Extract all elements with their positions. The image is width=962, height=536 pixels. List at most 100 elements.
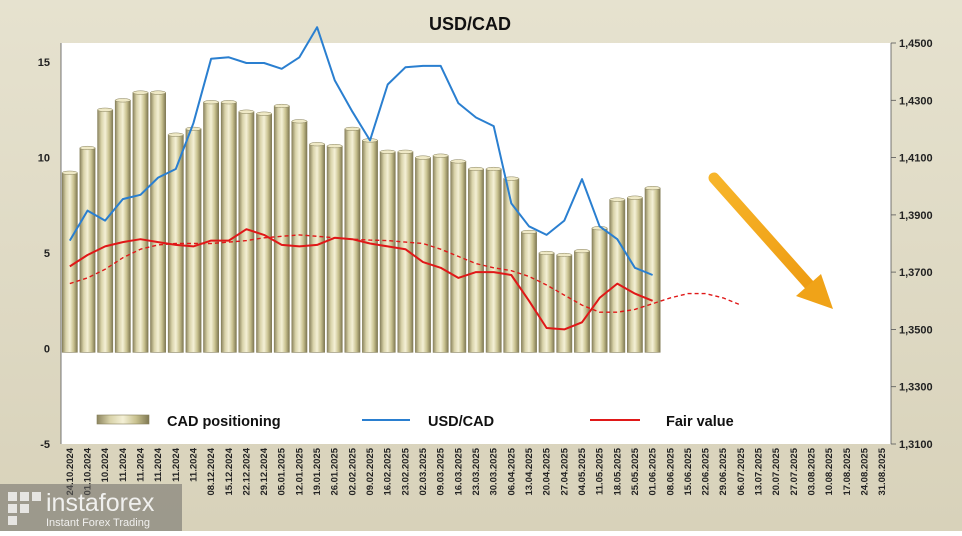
legend-label-usd-cad: USD/CAD — [428, 414, 494, 430]
positioning-bar — [362, 140, 378, 353]
positioning-bar-cap — [185, 126, 202, 131]
positioning-bar — [79, 147, 96, 353]
positioning-bar-cap — [627, 195, 643, 200]
x-tick-label: 02.03.2025 — [418, 447, 429, 495]
x-tick-label: 08.12.2024 — [206, 447, 217, 495]
positioning-bar-cap — [132, 90, 149, 95]
x-tick-label: 17.08.2025 — [842, 447, 853, 495]
x-tick-label: 06.04.2025 — [506, 447, 517, 495]
x-tick-label: 12.01.2025 — [294, 447, 305, 495]
positioning-bar — [97, 109, 114, 353]
x-tick-label: 06.07.2025 — [736, 447, 747, 495]
positioning-bar-cap — [415, 155, 431, 160]
positioning-bar-cap — [97, 107, 113, 112]
x-tick-label: 18.05.2025 — [612, 447, 623, 495]
left-tick-label: 0 — [44, 344, 50, 356]
positioning-bar — [468, 168, 484, 353]
positioning-bar — [291, 121, 308, 353]
left-tick-label: 10 — [38, 153, 50, 165]
positioning-bar-cap — [114, 98, 131, 103]
x-tick-label: 04.05.2025 — [577, 447, 588, 495]
positioning-bar-cap — [450, 159, 467, 164]
x-tick-label: 02.02.2025 — [347, 447, 358, 495]
positioning-bar — [150, 92, 166, 353]
positioning-bar-cap — [167, 132, 184, 137]
positioning-bar-cap — [503, 176, 520, 181]
positioning-bar — [203, 101, 219, 353]
positioning-bar — [556, 254, 573, 353]
x-tick-label: 24.08.2025 — [860, 447, 871, 495]
x-tick-label: 15.06.2025 — [683, 447, 694, 495]
right-tick-label: 1,3300 — [899, 382, 933, 394]
x-tick-label: 11.2024 — [136, 447, 147, 482]
x-tick-label: 11.2024 — [118, 447, 129, 482]
trend-arrow-head — [796, 274, 833, 309]
positioning-bar-cap — [220, 100, 237, 105]
right-tick-label: 1,4300 — [899, 95, 933, 107]
right-tick-label: 1,3100 — [899, 439, 933, 451]
positioning-bar-cap — [273, 103, 290, 109]
left-tick-label: 15 — [38, 57, 50, 69]
x-tick-label: 16.03.2025 — [453, 447, 464, 495]
x-tick-label: 19.01.2025 — [312, 447, 323, 495]
chart-title: USD/CAD — [429, 14, 511, 34]
x-tick-label: 29.12.2024 — [259, 447, 270, 495]
x-tick-label: 03.08.2025 — [807, 447, 818, 495]
positioning-bar — [626, 197, 643, 353]
right-tick-label: 1,3500 — [899, 324, 933, 336]
x-tick-label: 16.02.2025 — [383, 447, 394, 495]
positioning-bar — [114, 100, 131, 353]
x-tick-label: 13.04.2025 — [524, 447, 535, 495]
positioning-bar-cap — [644, 186, 661, 191]
left-tick-label: -5 — [40, 439, 50, 451]
right-tick-label: 1,4500 — [899, 38, 933, 50]
positioning-bar — [432, 155, 449, 353]
positioning-bar-cap — [79, 145, 96, 151]
legend-swatch-positioning — [96, 414, 150, 425]
x-tick-label: 29.06.2025 — [718, 447, 729, 495]
positioning-bar — [326, 145, 343, 353]
positioning-bar-cap — [238, 109, 255, 114]
positioning-bar — [644, 187, 661, 353]
legend-label-fair-value: Fair value — [666, 414, 734, 430]
positioning-bar — [538, 252, 555, 353]
positioning-bar — [485, 168, 502, 353]
x-tick-label: 01.06.2025 — [648, 447, 659, 495]
positioning-bar-cap — [574, 249, 590, 254]
positioning-bar-cap — [379, 149, 396, 154]
x-tick-label: 08.06.2025 — [665, 447, 676, 495]
positioning-bar-cap — [538, 250, 555, 256]
usd-cad-line — [68, 26, 653, 276]
x-tick-label: 30.03.2025 — [489, 447, 500, 495]
x-tick-label: 20.04.2025 — [542, 447, 553, 495]
right-tick-label: 1,3900 — [899, 210, 933, 222]
positioning-bar — [379, 151, 396, 353]
x-tick-label: 10.2024 — [100, 447, 111, 482]
x-tick-label: 01.10.2024 — [83, 447, 94, 495]
positioning-bar-cap — [309, 142, 325, 147]
positioning-bar-cap — [291, 119, 308, 124]
x-tick-label: 26.01.2025 — [330, 447, 341, 495]
legend: CAD positioning USD/CAD Fair value — [96, 414, 734, 430]
positioning-bar — [415, 157, 431, 353]
x-tick-label: 11.2024 — [188, 447, 199, 482]
x-tick-label: 10.08.2025 — [824, 447, 835, 495]
x-tick-label: 31.08.2025 — [877, 447, 888, 495]
positioning-bar-cap — [344, 126, 361, 131]
positioning-bar-cap — [432, 153, 449, 158]
axes: 15 10 5 0 -5 1,4500 1,4300 1,4100 1,3900 1,3700 1,… — [38, 38, 933, 496]
watermark-brand: instaforex — [46, 489, 155, 517]
x-tick-label: 15.12.2024 — [224, 447, 235, 495]
left-tick-label: 5 — [44, 248, 50, 260]
x-tick-label: 23.02.2025 — [400, 447, 411, 495]
line-series — [68, 26, 742, 331]
positioning-bar-cap — [556, 252, 573, 258]
right-tick-label: 1,3700 — [899, 267, 933, 279]
positioning-bar — [273, 105, 290, 353]
positioning-bar — [591, 227, 608, 353]
trend-arrow-shaft — [708, 172, 818, 294]
x-tick-label: 24.10.2024 — [65, 447, 76, 495]
positioning-bar — [609, 199, 626, 353]
